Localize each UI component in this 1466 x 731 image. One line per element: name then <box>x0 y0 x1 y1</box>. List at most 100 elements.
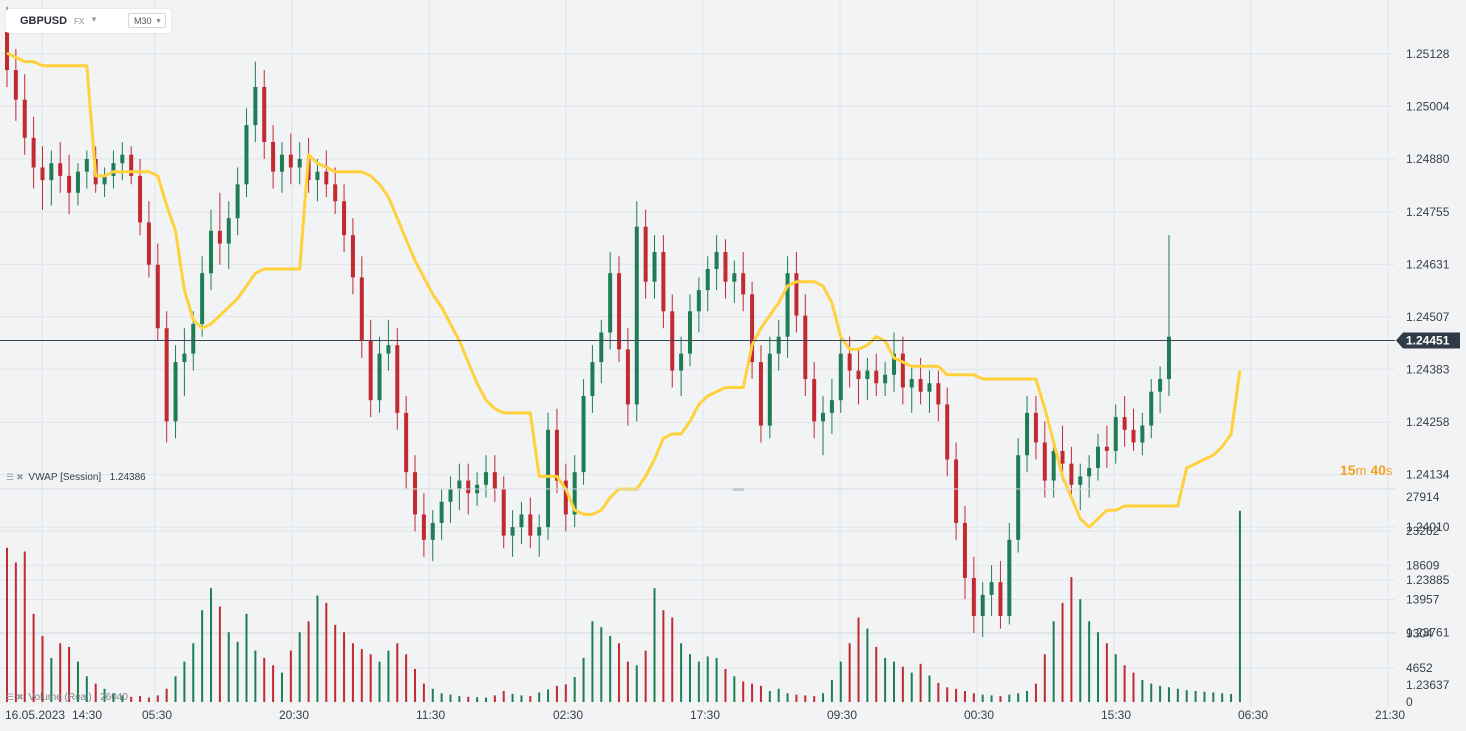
menu-icon[interactable]: ☰ <box>6 692 15 702</box>
candle <box>1166 235 1171 396</box>
volume-bar <box>884 657 887 702</box>
volume-bar <box>405 654 408 702</box>
candle <box>661 235 666 329</box>
volume-bar <box>1150 683 1153 702</box>
candle <box>209 209 214 291</box>
candle <box>821 395 826 456</box>
volume-bar <box>183 661 186 702</box>
candle-body <box>900 353 905 388</box>
candle-body <box>918 379 923 392</box>
pane-resize-handle[interactable] <box>733 488 744 491</box>
volume-bar <box>227 632 230 702</box>
candle-body <box>31 137 36 168</box>
candle-body <box>634 226 639 405</box>
time-axis: 16.05.2023 14:30 05:30 20:30 11:30 02:30 17:30… <box>5 708 1405 722</box>
volume-bar <box>1105 643 1108 702</box>
volume-bar <box>955 688 958 702</box>
candle <box>1140 412 1145 456</box>
candle <box>696 277 701 333</box>
candle-body <box>1166 336 1171 380</box>
candle-body <box>1087 467 1092 477</box>
candle-body <box>1122 417 1127 430</box>
volume-bar <box>715 657 718 702</box>
candle-body <box>501 489 506 536</box>
candle-body <box>209 230 214 274</box>
candle-body <box>359 277 364 341</box>
time-tick-label: 20:30 <box>279 708 309 722</box>
candle-body <box>1140 425 1145 443</box>
volume-bar <box>733 676 736 702</box>
timeframe-select[interactable]: M30 ▼ <box>128 13 166 28</box>
time-tick-label: 02:30 <box>553 708 583 722</box>
volume-bar <box>1061 602 1064 702</box>
volume-bar <box>538 692 541 702</box>
candle <box>457 463 462 511</box>
time-tick-label: 15:30 <box>1101 708 1131 722</box>
candle <box>31 116 36 189</box>
candle <box>1158 366 1163 413</box>
volume-bar <box>963 690 966 702</box>
candle <box>883 362 888 396</box>
volume-bar <box>94 683 97 702</box>
volume-bar <box>1230 693 1233 702</box>
candle-body <box>892 353 896 375</box>
candle <box>617 256 622 363</box>
candle-body <box>146 222 151 265</box>
close-icon[interactable]: ✖ <box>16 692 24 702</box>
price-tick-label: 1.23637 <box>1406 678 1450 692</box>
candle <box>989 565 994 617</box>
candle <box>377 336 382 413</box>
candle <box>226 201 231 269</box>
candle-body <box>723 252 728 282</box>
volume-bar <box>511 693 514 702</box>
volume-bar <box>875 646 878 702</box>
price-tick-label: 1.25004 <box>1406 99 1450 113</box>
candle-body <box>998 582 1003 617</box>
candle <box>253 61 258 143</box>
volume-bar <box>147 697 150 702</box>
candle-body <box>625 349 630 405</box>
volume-bar <box>671 617 674 702</box>
candle-body <box>448 489 453 502</box>
symbol-selector[interactable]: GBPUSD FX ▼ M30 ▼ <box>6 9 171 33</box>
volume-bar <box>919 663 922 702</box>
candle <box>386 319 391 371</box>
symbol-name[interactable]: GBPUSD <box>20 15 68 27</box>
volume-bar <box>32 613 35 702</box>
volume-bar <box>653 588 656 702</box>
candle <box>1025 395 1030 473</box>
candle-body <box>413 472 418 515</box>
volume-bar <box>529 696 532 702</box>
candle <box>554 408 559 494</box>
volume-bar <box>422 683 425 702</box>
volume-bar <box>1008 694 1011 702</box>
candle-body <box>13 70 18 100</box>
chart-grid <box>0 0 1395 706</box>
volume-bar <box>440 693 443 702</box>
volume-bar <box>325 602 328 702</box>
candle <box>723 239 728 299</box>
volume-bar <box>688 654 691 702</box>
candle <box>980 582 985 638</box>
close-icon[interactable]: ✖ <box>16 472 24 482</box>
candle <box>164 311 169 443</box>
candle-body <box>288 154 293 168</box>
candle-body <box>546 429 551 528</box>
chevron-down-icon[interactable]: ▼ <box>90 15 98 24</box>
volume-bar <box>85 676 88 702</box>
candle <box>528 497 533 549</box>
volume-bar <box>626 661 629 702</box>
candle <box>111 150 116 189</box>
candle-body <box>386 345 391 354</box>
volume-tick-label: 0 <box>1406 695 1413 709</box>
candle-body <box>829 400 834 413</box>
candle <box>537 514 542 557</box>
volume-bar <box>813 696 816 702</box>
candle <box>244 108 249 198</box>
candle-body <box>936 383 941 405</box>
menu-icon[interactable]: ☰ <box>6 472 15 482</box>
candle <box>155 243 160 341</box>
volume-bar <box>1176 688 1179 702</box>
candle <box>279 142 284 193</box>
volume-bar <box>609 635 612 702</box>
